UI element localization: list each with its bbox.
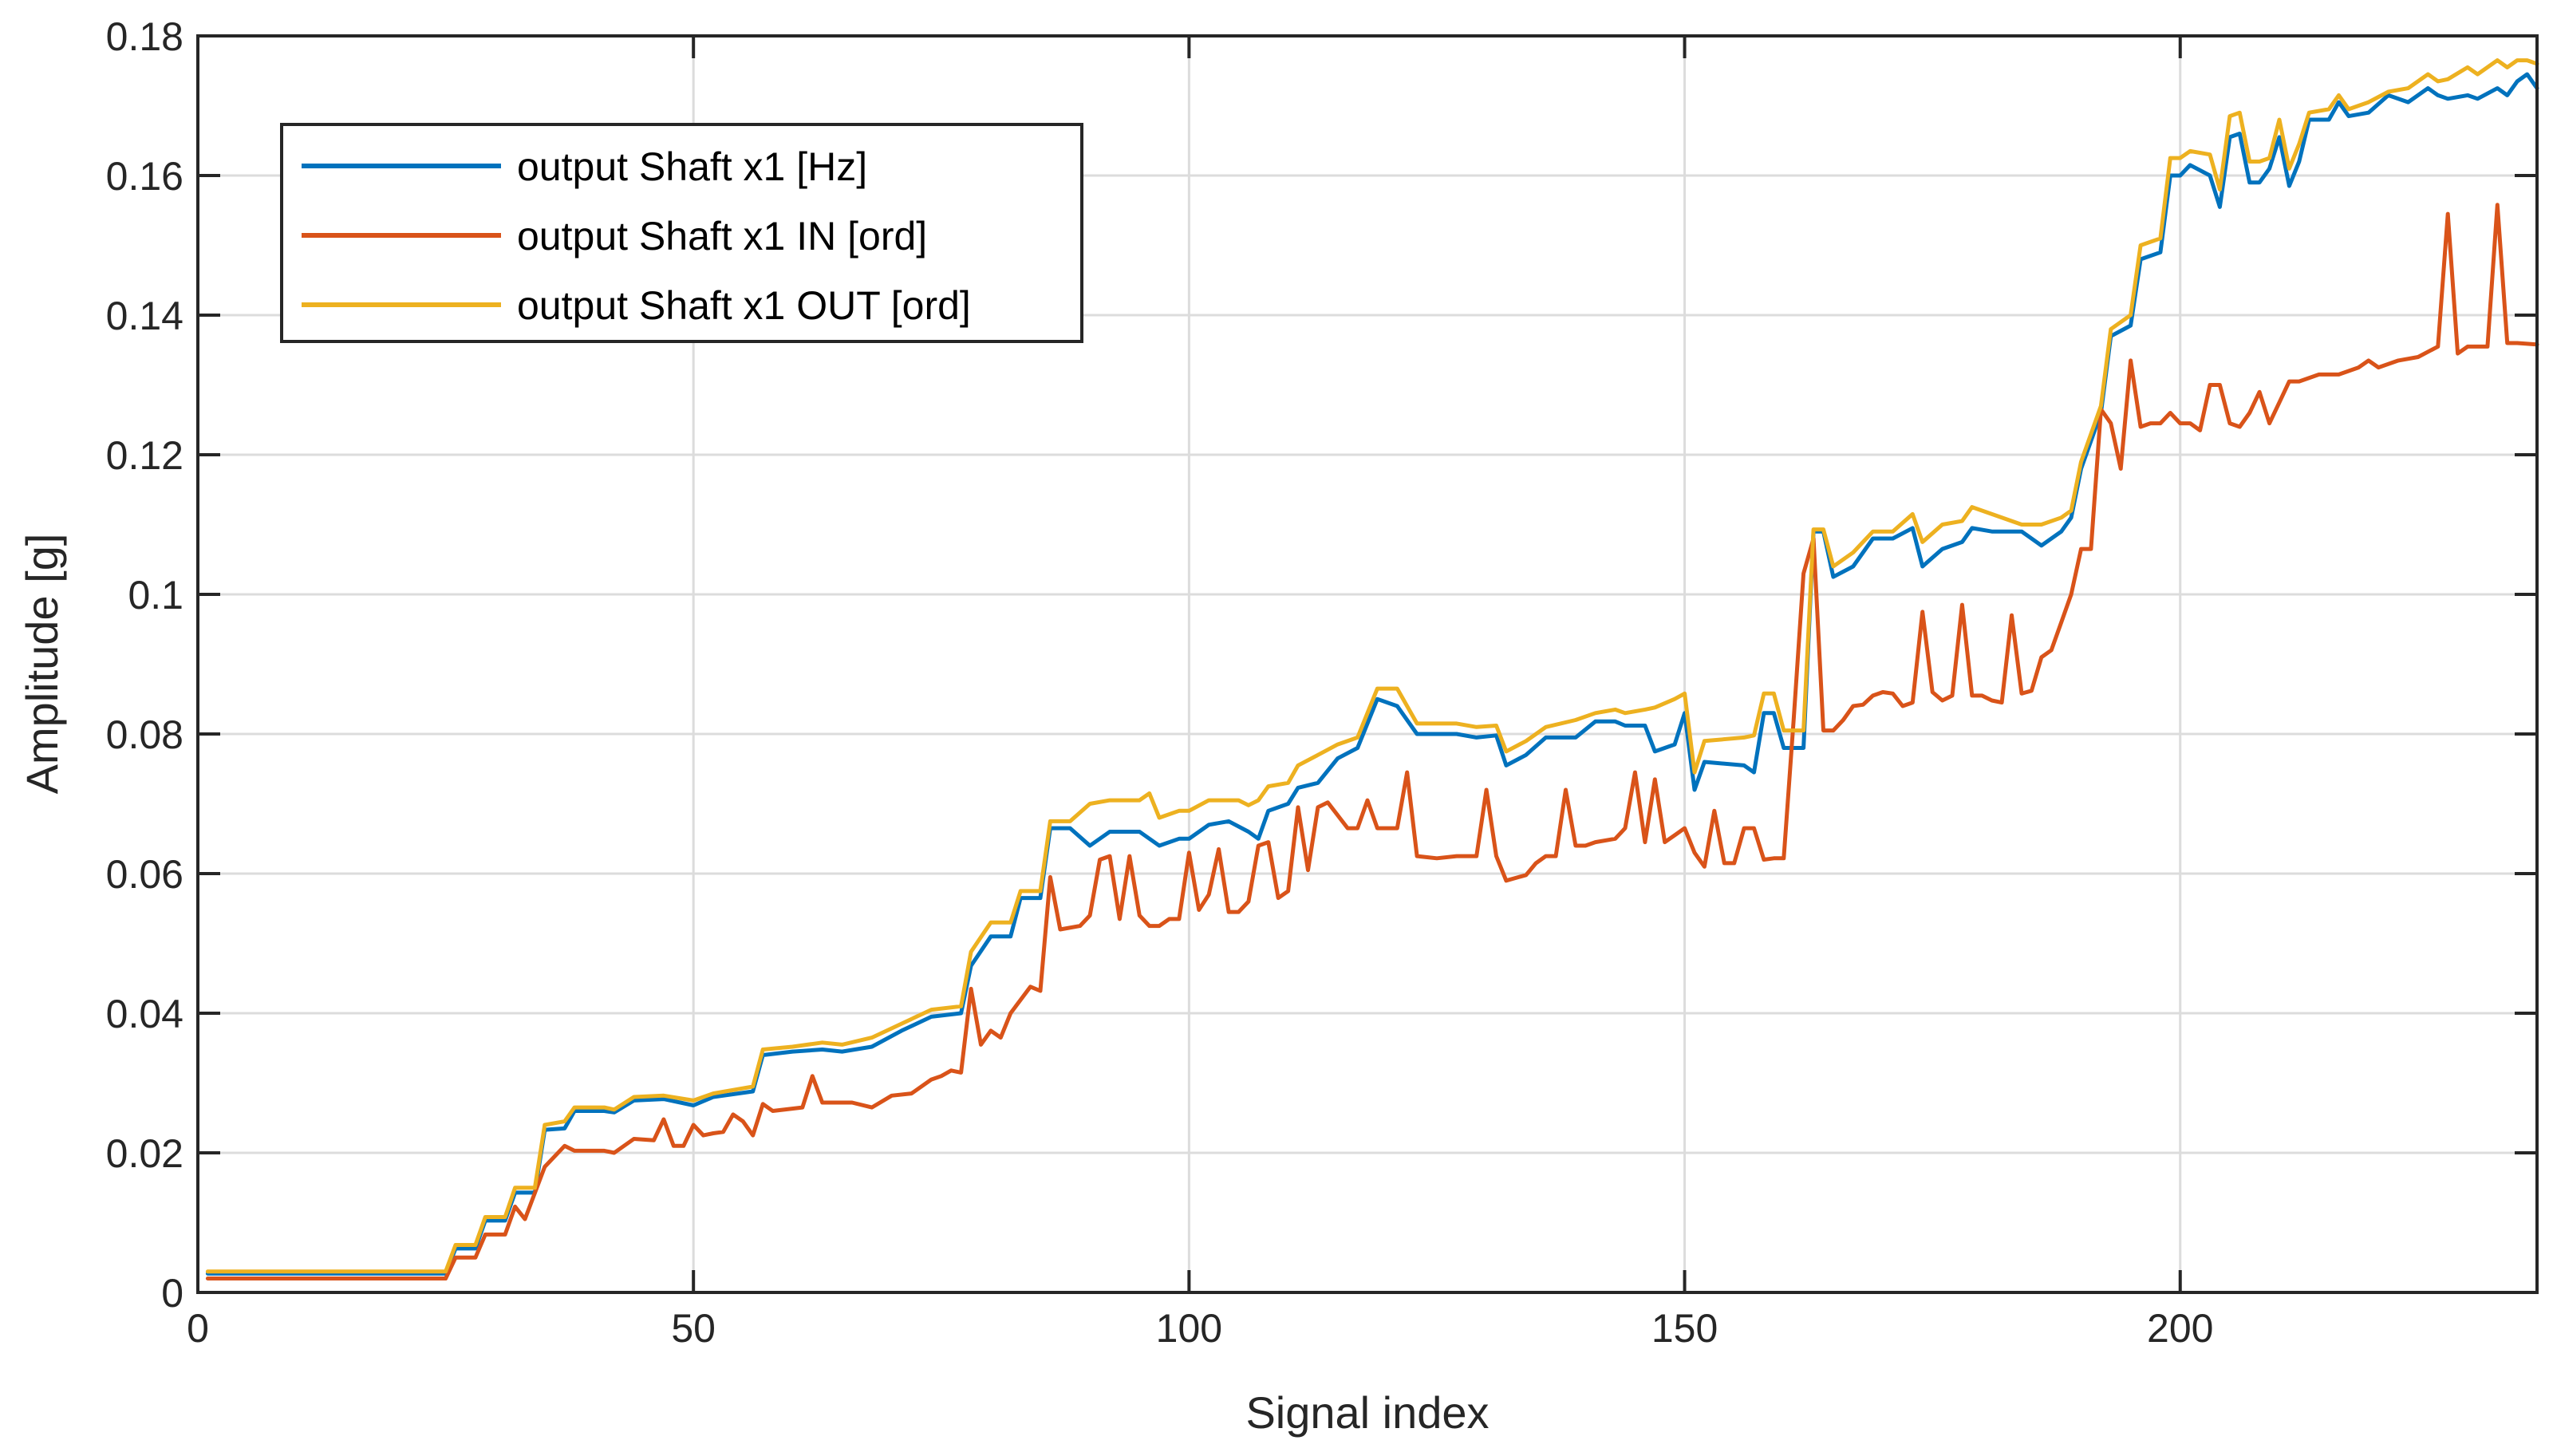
- y-tick-label: 0.16: [106, 154, 183, 199]
- x-tick-label: 0: [187, 1306, 209, 1351]
- axis-ticks: [196, 34, 2537, 1294]
- y-tick-label: 0.1: [128, 573, 183, 618]
- x-tick-label: 100: [1156, 1306, 1222, 1351]
- series-line-2: [205, 58, 2539, 1274]
- x-tick-label: 200: [2147, 1306, 2213, 1351]
- y-tick-labels: 0 0.02 0.04 0.06 0.08 0.1 0.12 0.14 0.16 0.18: [106, 14, 183, 1316]
- x-tick-label: 150: [1651, 1306, 1718, 1351]
- y-axis-title: Amplitude [g]: [17, 534, 67, 795]
- x-tick-label: 50: [671, 1306, 716, 1351]
- y-tick-label: 0.02: [106, 1131, 183, 1176]
- series-line-0: [205, 72, 2539, 1276]
- y-tick-label: 0.14: [106, 294, 183, 338]
- y-tick-label: 0: [161, 1271, 183, 1316]
- grid-lines: [198, 36, 2537, 1292]
- legend-label-out: output Shaft x1 OUT [ord]: [517, 283, 971, 328]
- y-tick-label: 0.04: [106, 992, 183, 1036]
- y-tick-label: 0.12: [106, 433, 183, 478]
- legend: output Shaft x1 [Hz] output Shaft x1 IN …: [280, 123, 1083, 343]
- y-tick-label: 0.08: [106, 712, 183, 757]
- x-axis-title: Signal index: [1245, 1387, 1489, 1438]
- plot-frame: [196, 34, 2539, 1294]
- legend-label-in: output Shaft x1 IN [ord]: [517, 214, 927, 258]
- y-tick-label: 0.18: [106, 14, 183, 59]
- legend-label-hz: output Shaft x1 [Hz]: [517, 144, 867, 189]
- series-lines: [205, 58, 2539, 1280]
- y-tick-label: 0.06: [106, 852, 183, 897]
- x-tick-labels: 0 50 100 150 200: [187, 1306, 2213, 1351]
- series-line-1: [205, 203, 2539, 1280]
